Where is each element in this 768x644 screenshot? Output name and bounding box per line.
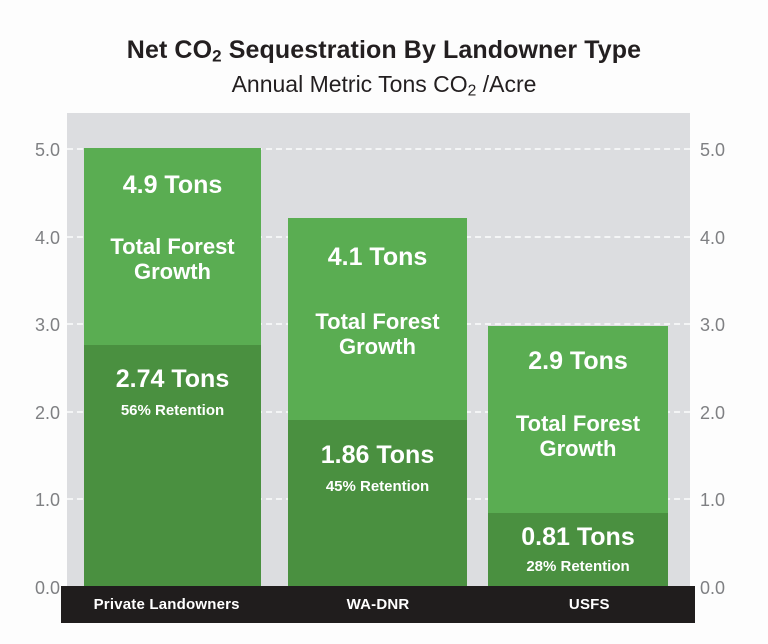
bar-wa-dnr[interactable]: 4.1 Tons Total Forest Growth 1.86 Tons 4… [288, 218, 467, 586]
bar-value-label: 0.81 Tons [521, 522, 635, 551]
bar-retention-label: 45% Retention [325, 477, 430, 495]
bar-value-label: 1.86 Tons [320, 440, 435, 469]
chart-title-pre: Net CO [126, 36, 213, 64]
y-axis-left-tick: 4.0 [34, 228, 60, 248]
chart-subtitle-pre: Annual Metric Tons CO [231, 70, 468, 97]
bar-series-label: Total Forest Growth [315, 309, 440, 359]
chart-title: Net CO2 Sequestration By Landowner Type [0, 36, 768, 67]
category-label-usfs: USFS [568, 596, 610, 613]
y-axis-left-tick: 1.0 [34, 490, 60, 510]
chart-subtitle-post: /Acre [476, 70, 537, 97]
bar-segment-retention[interactable]: 2.74 Tons 56% Retention [84, 345, 261, 586]
bar-retention-label: 28% Retention [526, 557, 630, 575]
y-axis-right-tick: 3.0 [700, 315, 726, 335]
bar-segment-growth[interactable]: 4.9 Tons Total Forest Growth [84, 148, 261, 346]
bar-segment-retention[interactable]: 0.81 Tons 28% Retention [488, 512, 668, 586]
chart-title-post: Sequestration By Landowner Type [221, 36, 642, 64]
bar-series-label: Total Forest Growth [110, 234, 235, 284]
bar-retention-label: 56% Retention [120, 402, 225, 420]
bar-private-landowners[interactable]: 4.9 Tons Total Forest Growth 2.74 Tons 5… [84, 148, 261, 586]
chart-subtitle-subscript: 2 [467, 82, 477, 100]
category-label-private-landowners: Private Landowners [93, 596, 240, 613]
bar-usfs[interactable]: 2.9 Tons Total Forest Growth 0.81 Tons 2… [488, 326, 668, 586]
y-axis-right-tick: 5.0 [700, 140, 726, 160]
y-axis-left-tick: 3.0 [34, 315, 60, 335]
bar-series-label: Total Forest Growth [515, 411, 641, 461]
plot-area: 4.9 Tons Total Forest Growth 2.74 Tons 5… [67, 113, 690, 586]
chart-title-subscript: 2 [212, 46, 222, 66]
y-axis-left-tick: 2.0 [34, 403, 60, 423]
y-axis-right-tick: 4.0 [700, 228, 726, 248]
category-label-wa-dnr: WA-DNR [346, 596, 410, 613]
y-axis-left-tick: 5.0 [34, 140, 60, 160]
bar-value-label: 2.9 Tons [528, 347, 628, 375]
bar-value-label: 2.74 Tons [115, 365, 230, 394]
category-axis-band: Private Landowners WA-DNR USFS [61, 586, 695, 623]
y-axis-right-tick: 1.0 [700, 490, 726, 510]
bar-value-label: 4.9 Tons [122, 171, 223, 199]
bar-value-label: 4.1 Tons [327, 243, 428, 271]
bar-segment-growth[interactable]: 4.1 Tons Total Forest Growth [288, 218, 467, 420]
chart-title-block: Net CO2 Sequestration By Landowner Type … [0, 36, 768, 101]
bar-segment-retention[interactable]: 1.86 Tons 45% Retention [288, 419, 467, 586]
y-axis-right-tick: 0.0 [700, 578, 726, 598]
chart-subtitle: Annual Metric Tons CO2 /Acre [0, 71, 768, 101]
bar-segment-growth[interactable]: 2.9 Tons Total Forest Growth [488, 326, 668, 513]
y-axis-right-tick: 2.0 [700, 403, 726, 423]
y-axis-left-tick: 0.0 [34, 578, 60, 598]
